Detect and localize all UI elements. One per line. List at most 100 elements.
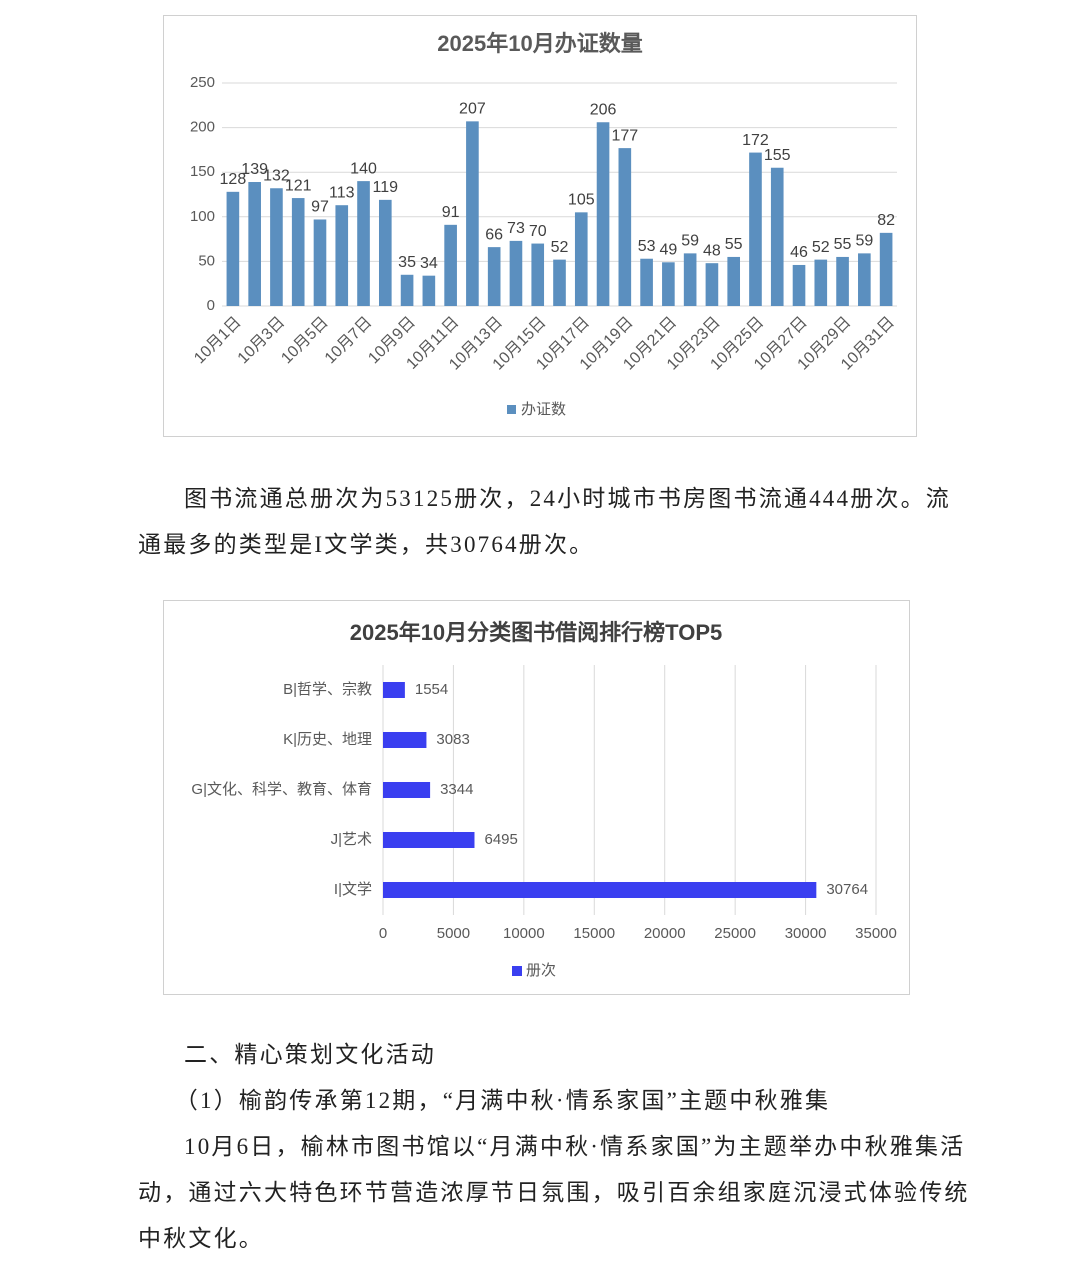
bar (836, 256, 849, 306)
bar (383, 782, 431, 798)
x-tick-label: 30000 (785, 925, 827, 942)
bar (770, 167, 784, 306)
data-label: 55 (725, 236, 743, 253)
bar (879, 232, 893, 306)
bar (444, 224, 457, 306)
y-tick-label: J|艺术 (331, 831, 372, 848)
x-tick-label: 5000 (437, 925, 470, 942)
bar (814, 259, 828, 306)
y-tick-label: I|文学 (334, 881, 372, 898)
bar (335, 205, 349, 306)
data-label: 35 (398, 254, 416, 271)
bar (383, 882, 817, 898)
data-label: 52 (812, 239, 830, 256)
chart-title: 2025年10月分类图书借阅排行榜TOP5 (350, 620, 722, 645)
data-label: 1554 (415, 681, 448, 698)
data-label: 59 (855, 233, 873, 250)
data-label: 34 (420, 255, 438, 272)
bar (662, 262, 675, 306)
bar (727, 256, 741, 306)
subheading: （1）榆韵传承第12期，“月满中秋·情系家国”主题中秋雅集 (174, 1088, 831, 1113)
x-tick-label: 20000 (644, 925, 686, 942)
bar (383, 832, 475, 848)
bar (487, 247, 501, 306)
chart-frame (163, 600, 910, 995)
data-label: 207 (459, 101, 486, 118)
chart: 2025年10月办证数量 0 50 100 150 200 250 128139132121… (163, 15, 917, 437)
x-tick-label: 10000 (503, 925, 545, 942)
data-label: 3083 (436, 731, 469, 748)
data-label: 30764 (826, 881, 868, 898)
data-label: 140 (350, 160, 377, 177)
bar (357, 181, 370, 306)
bar (553, 259, 566, 306)
y-tick-label: K|历史、地理 (283, 731, 372, 748)
y-tick-label: 150 (190, 163, 215, 180)
bar (792, 264, 806, 306)
data-label: 82 (877, 212, 895, 229)
y-tick-label: B|哲学、宗教 (283, 680, 372, 698)
paragraph: 10月6日，榆林市图书馆以“月满中秋·情系家国”为主题举办中秋雅集活动，通过六大… (138, 1134, 970, 1251)
data-label: 97 (311, 199, 329, 216)
data-label: 55 (834, 236, 852, 253)
data-label: 132 (263, 167, 290, 184)
x-tick-label: 35000 (855, 925, 897, 942)
bar (705, 263, 719, 306)
bar (574, 212, 588, 306)
chart-frame (163, 15, 917, 437)
data-label: 49 (659, 242, 677, 259)
bar (531, 243, 545, 306)
y-tick-label: 50 (198, 252, 215, 269)
data-label: 3344 (440, 781, 473, 798)
legend-swatch (507, 405, 516, 414)
bar (509, 240, 523, 306)
data-label: 105 (568, 192, 595, 209)
bar (422, 275, 436, 306)
bar (378, 199, 392, 306)
data-label: 206 (590, 101, 617, 118)
bar (618, 148, 632, 306)
bar (383, 682, 405, 698)
data-label: 172 (742, 132, 769, 149)
chart-title: 2025年10月办证数量 (437, 31, 642, 56)
data-label: 6495 (484, 831, 517, 848)
data-label: 59 (681, 233, 699, 250)
data-label: 139 (241, 161, 268, 178)
bar (383, 732, 427, 748)
bar (466, 121, 479, 306)
data-label: 113 (329, 184, 355, 201)
bar (858, 253, 871, 306)
data-label: 177 (611, 127, 638, 144)
bar (248, 182, 261, 306)
heading: 二、精心策划文化活动 (184, 1042, 436, 1067)
data-label: 121 (285, 177, 312, 194)
data-label: 46 (790, 244, 808, 261)
bar (226, 191, 240, 306)
bar (400, 274, 414, 306)
legend-swatch (512, 966, 522, 976)
legend-label: 办证数 (521, 401, 566, 418)
data-label: 91 (442, 204, 460, 221)
chart: 2025年10月分类图书借阅排行榜TOP5 0 5000 10000 15000 200… (163, 600, 910, 995)
data-label: 155 (764, 147, 791, 164)
data-label: 73 (507, 220, 525, 237)
x-tick-label: 0 (379, 925, 387, 942)
y-tick-label: 200 (190, 119, 215, 136)
bar (596, 122, 610, 306)
data-label: 52 (551, 239, 569, 256)
data-label: 70 (529, 223, 547, 240)
data-label: 48 (703, 242, 721, 259)
bar (749, 152, 762, 306)
x-tick-label: 25000 (714, 925, 756, 942)
legend-label: 册次 (526, 962, 556, 979)
data-label: 53 (638, 238, 656, 255)
bar (270, 188, 283, 306)
y-tick-label: G|文化、科学、教育、体育 (191, 781, 372, 798)
data-label: 66 (485, 226, 503, 243)
bar (640, 258, 653, 306)
data-label: 128 (220, 171, 247, 188)
bar (683, 253, 697, 306)
paragraph: 图书流通总册次为53125册次，24小时城市书房图书流通444册次。流通最多的类… (138, 486, 951, 557)
y-tick-label: 100 (190, 208, 215, 225)
